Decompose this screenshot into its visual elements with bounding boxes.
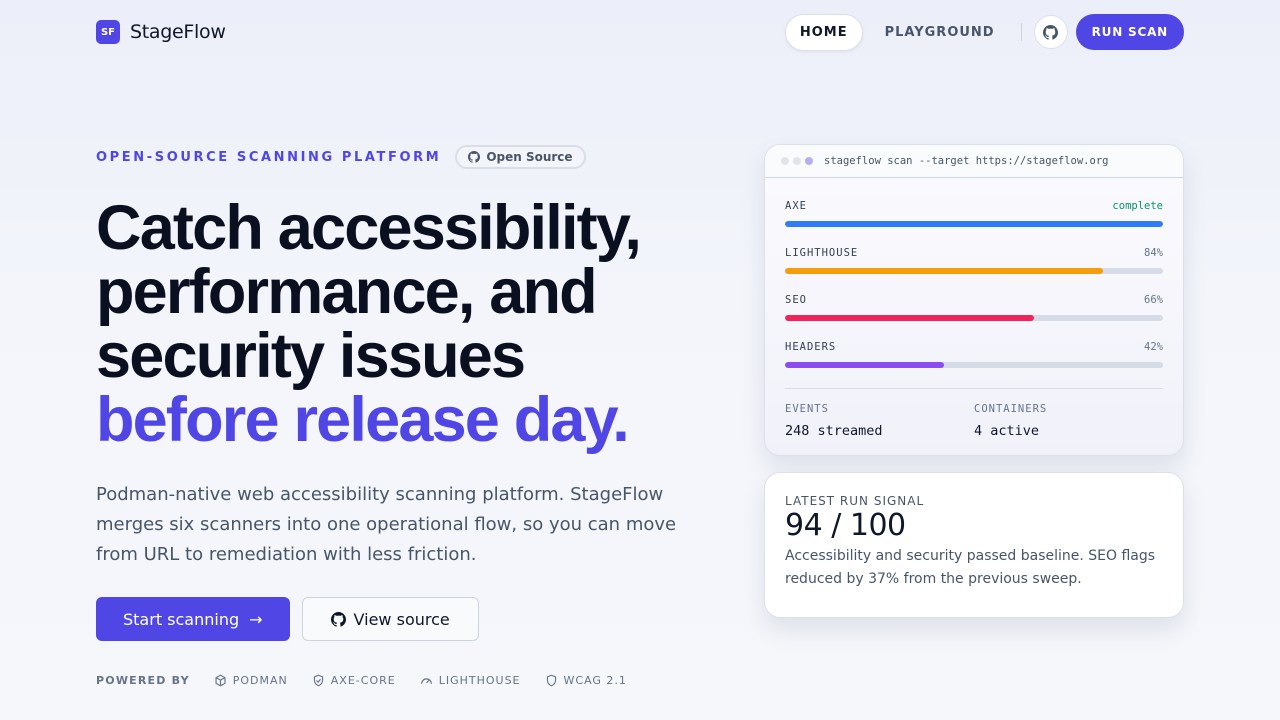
scanner-name: HEADERS bbox=[785, 341, 837, 353]
stat-label: CONTAINERS bbox=[974, 403, 1048, 415]
terminal-header: stageflow scan --target https://stageflo… bbox=[765, 145, 1183, 178]
signal-score: 94 / 100 bbox=[785, 508, 906, 543]
scan-terminal-card: stageflow scan --target https://stageflo… bbox=[764, 144, 1184, 456]
title-line: Catch accessibility, bbox=[96, 193, 642, 263]
scanner-axe: AXE complete bbox=[785, 200, 1163, 227]
powered-podman: PODMAN bbox=[214, 674, 288, 687]
scanner-name: SEO bbox=[785, 294, 807, 306]
window-dot bbox=[805, 157, 813, 165]
scanner-status: 66% bbox=[1144, 294, 1163, 306]
progress-track bbox=[785, 362, 1163, 368]
gauge-icon bbox=[420, 678, 432, 684]
eyebrow: OPEN-SOURCE SCANNING PLATFORM bbox=[96, 149, 442, 165]
powered-lighthouse: LIGHTHOUSE bbox=[420, 674, 521, 687]
logo-mark: SF bbox=[96, 20, 120, 44]
arrow-right-icon: → bbox=[249, 609, 263, 629]
hero-title: Catch accessibility, performance, and se… bbox=[96, 193, 642, 455]
nav-playground[interactable]: PLAYGROUND bbox=[884, 24, 995, 40]
progress-fill bbox=[785, 268, 1103, 274]
shield-check-icon bbox=[313, 674, 323, 687]
title-line: security issues bbox=[96, 321, 526, 391]
brand-name: StageFlow bbox=[130, 21, 226, 43]
view-source-button[interactable]: View source bbox=[301, 597, 479, 641]
button-label: Start scanning bbox=[123, 609, 240, 629]
stat-label: EVENTS bbox=[785, 403, 829, 415]
open-source-badge[interactable]: Open Source bbox=[455, 145, 586, 169]
nav-home[interactable]: HOME bbox=[784, 13, 863, 51]
progress-track bbox=[785, 221, 1163, 227]
badge-label: Open Source bbox=[486, 150, 573, 164]
start-scanning-button[interactable]: Start scanning → bbox=[96, 597, 290, 641]
button-label: View source bbox=[353, 609, 450, 629]
scanner-status: 42% bbox=[1144, 341, 1163, 353]
github-icon bbox=[330, 611, 346, 627]
scanner-status: complete bbox=[1112, 200, 1163, 212]
run-scan-button[interactable]: RUN SCAN bbox=[1075, 14, 1184, 50]
github-icon bbox=[1043, 24, 1059, 40]
progress-fill bbox=[785, 221, 1163, 227]
scanner-lighthouse: LIGHTHOUSE 84% bbox=[785, 247, 1163, 274]
logo[interactable]: SF StageFlow bbox=[96, 20, 226, 44]
scanner-name: AXE bbox=[785, 200, 807, 212]
powered-wcag: WCAG 2.1 bbox=[545, 674, 627, 687]
progress-fill bbox=[785, 362, 944, 368]
title-accent: before release day. bbox=[96, 385, 630, 455]
stat-containers: CONTAINERS 4 active bbox=[974, 403, 1163, 439]
github-icon bbox=[468, 151, 481, 163]
scanner-seo: SEO 66% bbox=[785, 294, 1163, 321]
progress-fill bbox=[785, 315, 1035, 321]
window-dot bbox=[793, 157, 801, 165]
powered-label: LIGHTHOUSE bbox=[438, 674, 521, 687]
terminal-command: stageflow scan --target https://stageflo… bbox=[824, 155, 1109, 167]
signal-label: LATEST RUN SIGNAL bbox=[785, 494, 925, 508]
window-dot bbox=[781, 157, 789, 165]
progress-track bbox=[785, 315, 1163, 321]
github-button[interactable] bbox=[1033, 15, 1068, 49]
stat-value: 248 streamed bbox=[785, 423, 883, 439]
scanner-name: LIGHTHOUSE bbox=[785, 247, 859, 259]
title-line: performance, and bbox=[96, 257, 598, 327]
stat-events: EVENTS 248 streamed bbox=[785, 403, 974, 439]
powered-label: WCAG 2.1 bbox=[563, 674, 627, 687]
latest-run-signal-card: LATEST RUN SIGNAL 94 / 100 Accessibility… bbox=[764, 472, 1184, 618]
nav-divider bbox=[1020, 23, 1022, 41]
powered-by-label: POWERED BY bbox=[96, 674, 190, 687]
scanner-headers: HEADERS 42% bbox=[785, 341, 1163, 368]
powered-by: POWERED BY PODMAN AXE-CORE LIGHTHOUSE WC… bbox=[96, 674, 627, 687]
signal-description: Accessibility and security passed baseli… bbox=[785, 548, 1156, 587]
top-nav: SF StageFlow HOME PLAYGROUND RUN SCAN bbox=[96, 13, 1184, 51]
powered-label: PODMAN bbox=[232, 674, 288, 687]
powered-axe-core: AXE-CORE bbox=[312, 674, 396, 687]
scanner-status: 84% bbox=[1144, 247, 1163, 259]
stat-value: 4 active bbox=[974, 423, 1040, 439]
hero-description: Podman-native web accessibility scanning… bbox=[96, 484, 677, 565]
cube-icon bbox=[215, 674, 226, 687]
powered-label: AXE-CORE bbox=[330, 674, 396, 687]
shield-icon bbox=[546, 674, 556, 687]
progress-track bbox=[785, 268, 1163, 274]
